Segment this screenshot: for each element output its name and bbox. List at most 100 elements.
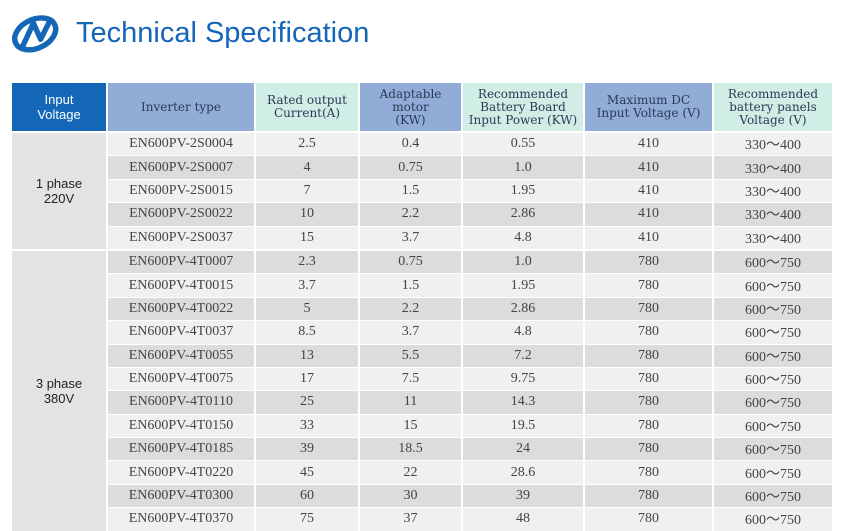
input-voltage-group-label: 3 phase 380V — [12, 248, 108, 531]
table-row: EN600PV-4T0037 8.5 3.7 4.8 780 600～750 — [12, 320, 834, 344]
table-row: 3 phase 380V EN600PV-4T0007 2.3 0.75 1.0 780 60… — [12, 248, 834, 531]
brand-logo-icon — [11, 15, 59, 53]
table-row: EN600PV-4T0055 13 5.5 7.2 780 600～750 — [12, 343, 834, 367]
table-row: EN600PV-4T0220 45 22 28.6 780 600～750 — [12, 460, 834, 484]
input-voltage-group-label: 1 phase 220V — [12, 131, 108, 249]
cell-max-dc-input-voltage: 780 — [585, 248, 714, 274]
cell-inverter-type: EN600PV-2S0007 — [108, 155, 256, 179]
cell-rated-output-current: 4 — [256, 155, 360, 179]
page-title: Technical Specification — [76, 16, 370, 49]
cell-battery-panels-voltage: 600～750 — [714, 460, 834, 484]
cell-inverter-type: EN600PV-2S0037 — [108, 225, 256, 249]
cell-battery-panels-voltage: 600～750 — [714, 296, 834, 321]
cell-battery-panels-voltage: 330～400 — [714, 155, 834, 179]
cell-battery-board-input-power: 4.8 — [463, 225, 585, 249]
cell-battery-panels-voltage: 600～750 — [714, 366, 834, 391]
cell-inverter-type: EN600PV-4T0220 — [108, 460, 256, 484]
cell-inverter-type: EN600PV-4T0015 — [108, 273, 256, 297]
cell-max-dc-input-voltage: 780 — [585, 343, 714, 367]
cell-inverter-type: EN600PV-4T0055 — [108, 343, 256, 367]
table-row: EN600PV-2S0015 7 1.5 1.95 410 330～400 — [12, 178, 834, 203]
cell-rated-output-current: 45 — [256, 460, 360, 484]
cell-battery-board-input-power: 2.86 — [463, 202, 585, 226]
table-row: EN600PV-2S0037 15 3.7 4.8 410 330～400 — [12, 225, 834, 249]
cell-adaptable-motor: 0.75 — [360, 155, 463, 179]
cell-adaptable-motor: 0.75 — [360, 248, 463, 274]
cell-battery-board-input-power: 7.2 — [463, 343, 585, 367]
cell-max-dc-input-voltage: 780 — [585, 413, 714, 438]
column-header-max-dc-input-voltage: Maximum DC Input Voltage (V) — [585, 83, 714, 131]
cell-adaptable-motor: 37 — [360, 507, 463, 531]
cell-inverter-type: EN600PV-2S0022 — [108, 202, 256, 226]
cell-battery-panels-voltage: 600～750 — [714, 273, 834, 297]
cell-battery-panels-voltage: 600～750 — [714, 507, 834, 531]
cell-inverter-type: EN600PV-4T0185 — [108, 437, 256, 461]
cell-adaptable-motor: 3.7 — [360, 225, 463, 249]
cell-battery-panels-voltage: 600～750 — [714, 483, 834, 508]
cell-rated-output-current: 3.7 — [256, 273, 360, 297]
cell-adaptable-motor: 1.5 — [360, 273, 463, 297]
column-header-battery-panels-voltage: Recommended battery panels Voltage (V) — [714, 83, 834, 131]
cell-adaptable-motor: 15 — [360, 413, 463, 438]
cell-max-dc-input-voltage: 780 — [585, 366, 714, 391]
cell-battery-board-input-power: 24 — [463, 437, 585, 461]
page-header: Technical Specification — [10, 8, 369, 58]
cell-inverter-type: EN600PV-4T0075 — [108, 366, 256, 391]
cell-battery-board-input-power: 39 — [463, 483, 585, 508]
cell-inverter-type: EN600PV-2S0015 — [108, 178, 256, 203]
cell-max-dc-input-voltage: 780 — [585, 437, 714, 461]
cell-rated-output-current: 10 — [256, 202, 360, 226]
cell-max-dc-input-voltage: 780 — [585, 483, 714, 508]
cell-rated-output-current: 2.3 — [256, 248, 360, 274]
cell-battery-board-input-power: 1.95 — [463, 273, 585, 297]
cell-battery-board-input-power: 28.6 — [463, 460, 585, 484]
cell-battery-board-input-power: 14.3 — [463, 390, 585, 414]
cell-max-dc-input-voltage: 780 — [585, 296, 714, 321]
cell-adaptable-motor: 2.2 — [360, 202, 463, 226]
cell-battery-board-input-power: 1.0 — [463, 248, 585, 274]
cell-rated-output-current: 60 — [256, 483, 360, 508]
cell-rated-output-current: 75 — [256, 507, 360, 531]
cell-battery-board-input-power: 0.55 — [463, 131, 585, 156]
cell-battery-panels-voltage: 330～400 — [714, 225, 834, 249]
cell-rated-output-current: 15 — [256, 225, 360, 249]
cell-inverter-type: EN600PV-4T0110 — [108, 390, 256, 414]
cell-adaptable-motor: 0.4 — [360, 131, 463, 156]
cell-max-dc-input-voltage: 780 — [585, 390, 714, 414]
cell-battery-board-input-power: 48 — [463, 507, 585, 531]
cell-max-dc-input-voltage: 780 — [585, 273, 714, 297]
column-header-input-voltage: Input Voltage — [12, 83, 108, 131]
table-row: 1 phase 220V EN600PV-2S0004 2.5 0.4 0.55 410 33… — [12, 131, 834, 249]
cell-inverter-type: EN600PV-4T0037 — [108, 320, 256, 344]
table-row: EN600PV-4T0150 33 15 19.5 780 600～750 — [12, 413, 834, 438]
column-header-battery-board-input-power: Recommended Battery Board Input Power (KW) — [463, 83, 585, 131]
cell-rated-output-current: 39 — [256, 437, 360, 461]
cell-max-dc-input-voltage: 410 — [585, 202, 714, 226]
table-header-row: Input Voltage Inverter type Rated output Cur… — [12, 83, 834, 131]
table-row: EN600PV-4T0075 17 7.5 9.75 780 600～750 — [12, 366, 834, 391]
column-header-rated-output-current: Rated output Current(A) — [256, 83, 360, 131]
cell-max-dc-input-voltage: 780 — [585, 320, 714, 344]
cell-battery-board-input-power: 19.5 — [463, 413, 585, 438]
cell-adaptable-motor: 18.5 — [360, 437, 463, 461]
cell-max-dc-input-voltage: 410 — [585, 178, 714, 203]
column-header-adaptable-motor: Adaptable motor (KW) — [360, 83, 463, 131]
cell-inverter-type: EN600PV-4T0370 — [108, 507, 256, 531]
column-header-inverter-type: Inverter type — [108, 83, 256, 131]
cell-adaptable-motor: 30 — [360, 483, 463, 508]
cell-max-dc-input-voltage: 780 — [585, 460, 714, 484]
cell-battery-panels-voltage: 330～400 — [714, 131, 834, 156]
cell-rated-output-current: 33 — [256, 413, 360, 438]
cell-rated-output-current: 2.5 — [256, 131, 360, 156]
table-row: EN600PV-4T0022 5 2.2 2.86 780 600～750 — [12, 296, 834, 321]
table-row: EN600PV-2S0007 4 0.75 1.0 410 330～400 — [12, 155, 834, 179]
cell-rated-output-current: 13 — [256, 343, 360, 367]
cell-battery-board-input-power: 2.86 — [463, 296, 585, 321]
table-row: EN600PV-4T0015 3.7 1.5 1.95 780 600～750 — [12, 273, 834, 297]
cell-battery-panels-voltage: 600～750 — [714, 343, 834, 367]
cell-max-dc-input-voltage: 410 — [585, 225, 714, 249]
cell-adaptable-motor: 3.7 — [360, 320, 463, 344]
cell-adaptable-motor: 1.5 — [360, 178, 463, 203]
cell-max-dc-input-voltage: 410 — [585, 131, 714, 156]
table-row: EN600PV-4T0370 75 37 48 780 600～750 — [12, 507, 834, 531]
